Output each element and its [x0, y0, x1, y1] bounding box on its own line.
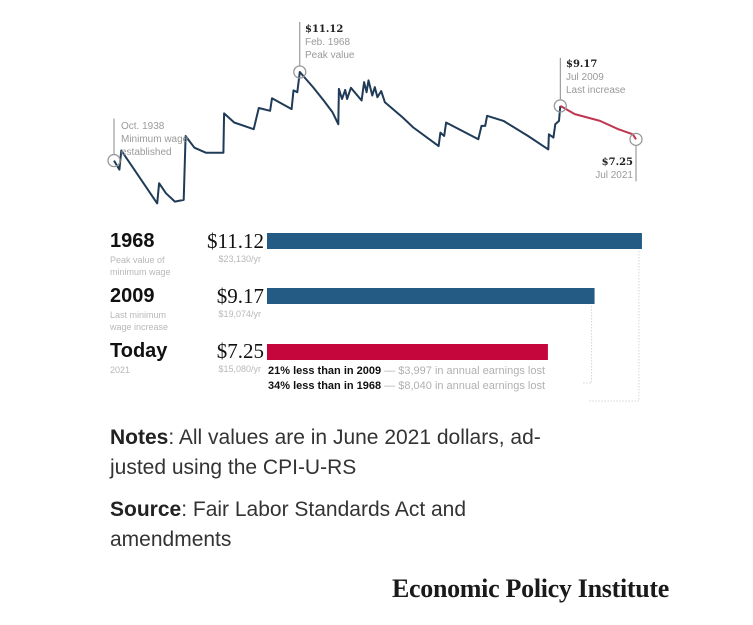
- epi-logo: Economic Policy Institute: [391, 574, 669, 603]
- bar-chart: [267, 233, 642, 402]
- bar-sublabel-2009: Last minimum wage increase: [110, 310, 169, 332]
- bar-label-today: Today: [110, 340, 168, 362]
- bar-today: [267, 344, 548, 360]
- annotation-value: $9.17: [566, 59, 598, 70]
- annotation-marker: [553, 99, 567, 113]
- bar-annual-today: $15,080/yr: [218, 364, 261, 374]
- source: Source: Fair Labor Standards Act and ame…: [110, 498, 467, 551]
- bar-annual-1968: $23,130/yr: [218, 254, 261, 264]
- annotation-text: Minimum wage: [121, 134, 189, 145]
- annotation-1938: Oct. 1938 Minimum wage established: [121, 120, 188, 159]
- series-line-1938-2009: [113, 71, 562, 205]
- annotation-date: Feb. 1968: [305, 37, 351, 48]
- bar-value-1968: $11.12: [207, 229, 264, 253]
- annotation-date: Jul 2021: [595, 170, 633, 181]
- annotation-value: $11.12: [305, 24, 344, 35]
- annotation-date: Jul 2009: [566, 72, 604, 83]
- comparison-1968: 34% less than in 1968 — $8,040 in annual…: [268, 380, 546, 392]
- bar-annual-2009: $19,074/yr: [218, 309, 261, 319]
- bar-sublabel-today: 2021: [110, 365, 131, 375]
- annotation-1968: $11.12 Feb. 1968 Peak value: [305, 23, 354, 62]
- connector-1968: [588, 251, 640, 402]
- comparison-2009: 21% less than in 2009 — $3,997 in annual…: [268, 365, 546, 377]
- bar-value-2009: $9.17: [216, 284, 264, 308]
- annotation-text: Peak value: [305, 50, 355, 61]
- notes: Notes: All values are in June 2021 dolla…: [110, 426, 541, 479]
- connector-2009: [583, 306, 593, 384]
- series-line-since-2009: [559, 105, 637, 140]
- line-chart: [107, 22, 643, 205]
- bar-1968: [267, 233, 642, 249]
- annotation-text: established: [121, 147, 172, 158]
- bar-2009: [267, 288, 595, 304]
- annotation-marker: [107, 153, 121, 168]
- bar-label-1968: 1968: [110, 230, 155, 252]
- bar-value-today: $7.25: [216, 339, 264, 363]
- annotation-2009: $9.17 Jul 2009 Last increase: [566, 58, 625, 97]
- annotation-date: Oct. 1938: [121, 121, 165, 132]
- annotation-marker: [293, 65, 307, 79]
- annotation-value: $7.25: [601, 157, 633, 168]
- bar-label-2009: 2009: [110, 285, 155, 307]
- annotation-2021: $7.25 Jul 2021: [573, 156, 633, 182]
- annotation-text: Last increase: [566, 85, 626, 96]
- bar-sublabel-1968: Peak value of minimum wage: [110, 255, 171, 277]
- annotation-marker: [629, 132, 643, 146]
